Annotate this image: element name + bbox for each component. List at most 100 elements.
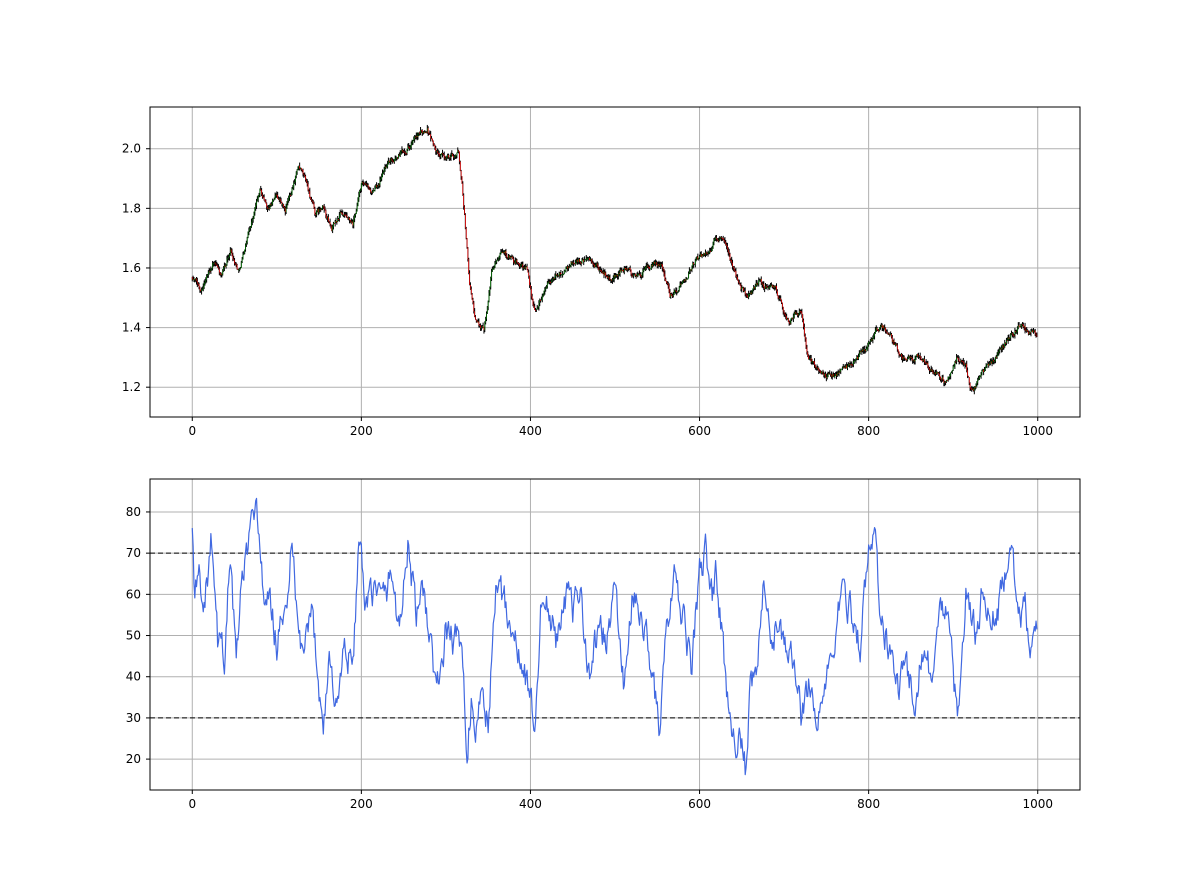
candle-body-down <box>434 144 436 148</box>
candle-body-up <box>683 280 684 282</box>
candle-body-up <box>774 285 776 288</box>
candle-body-down <box>369 189 371 191</box>
candle-body-up <box>587 258 589 260</box>
candle-body-down <box>268 208 270 210</box>
candle-body-up <box>585 259 586 261</box>
candle-body-down <box>962 360 963 362</box>
oscillator-y-tick-label: 70 <box>126 546 141 560</box>
candle-body-up <box>398 154 399 159</box>
candle-body-down <box>716 239 718 241</box>
candle-body-down <box>300 167 302 170</box>
candle-body-down <box>739 283 741 286</box>
candle-body-up <box>628 268 629 270</box>
candle-body-up <box>578 259 579 263</box>
candle-body-up <box>934 372 935 374</box>
candle-body-down <box>740 285 742 290</box>
candle-body-down <box>815 365 816 368</box>
candle-body-up <box>798 313 799 316</box>
candle-body-up <box>525 266 527 268</box>
candle-body-up <box>492 268 494 270</box>
candle-body-down <box>627 268 629 270</box>
candle-body-down <box>267 206 268 209</box>
oscillator-x-tick-label: 600 <box>688 797 711 811</box>
candle-body-up <box>709 250 711 253</box>
candle-body-down <box>442 153 443 155</box>
candle-body-up <box>999 349 1001 352</box>
candle-body-down <box>209 271 211 273</box>
candle-body-down <box>533 304 535 307</box>
candle-body-down <box>693 262 694 265</box>
candle-body-down <box>432 141 434 145</box>
candle-body-down <box>973 388 974 391</box>
candle-body-down <box>421 130 423 134</box>
candle-body-down <box>531 296 533 300</box>
candle-body-down <box>705 252 707 254</box>
candle-body-down <box>324 209 326 211</box>
candle-body-up <box>220 273 222 275</box>
candle-body-down <box>983 369 984 372</box>
candle-body-up <box>552 278 554 280</box>
candle-body-up <box>229 254 230 258</box>
candle-body-down <box>597 265 599 268</box>
candle-body-up <box>581 259 583 264</box>
candle-body-up <box>384 166 386 170</box>
candle-body-up <box>383 169 385 172</box>
candle-body-up <box>337 219 339 222</box>
candle-body-down <box>468 259 470 274</box>
candle-body-up <box>359 190 361 195</box>
candle-body-up <box>984 367 986 370</box>
candle-body-down <box>443 154 444 156</box>
candle-body-up <box>812 361 814 363</box>
candle-body-up <box>564 270 566 272</box>
oscillator-y-tick-label: 80 <box>126 505 141 519</box>
candle-body-down <box>428 132 430 134</box>
candle-body-down <box>761 282 763 285</box>
candle-body-up <box>637 273 639 277</box>
candle-body-up <box>882 325 884 328</box>
candle-body-up <box>488 292 490 302</box>
candle-body-down <box>340 212 342 214</box>
candle-body-down <box>308 190 310 192</box>
candle-body-up <box>944 381 946 383</box>
candle-body-down <box>579 261 581 263</box>
candle-body-up <box>982 369 984 372</box>
candle-body-down <box>808 355 809 360</box>
candle-body-up <box>1010 335 1012 338</box>
candle-body-down <box>345 214 347 216</box>
candle-body-up <box>960 360 962 362</box>
candle-body-down <box>214 262 216 264</box>
candle-body-down <box>1028 331 1029 335</box>
candle-body-up <box>401 149 403 152</box>
candle-body-down <box>341 212 343 214</box>
candle-body-up <box>254 208 256 213</box>
candle-body-down <box>743 287 744 291</box>
candle-body-up <box>509 256 511 258</box>
candle-body-down <box>299 165 300 169</box>
candle-body-down <box>404 152 406 154</box>
candle-body-down <box>218 269 220 273</box>
candle-body-up <box>873 336 875 339</box>
candle-body-down <box>648 266 650 268</box>
candle-body-down <box>702 254 704 256</box>
candle-body-down <box>199 286 201 290</box>
candle-body-down <box>444 157 446 160</box>
candle-body-up <box>576 259 578 262</box>
candle-body-down <box>1035 333 1037 336</box>
candle-body-down <box>629 268 631 271</box>
candle-body-down <box>897 345 898 350</box>
candle-body-down <box>385 166 387 168</box>
candle-body-up <box>481 326 483 328</box>
candle-body-down <box>887 333 889 335</box>
candle-body-down <box>849 363 851 366</box>
candle-body-up <box>489 287 491 293</box>
candle-body-up <box>607 276 609 279</box>
candle-body-down <box>639 273 640 275</box>
candle-body-up <box>705 252 706 255</box>
candle-body-up <box>321 208 322 210</box>
candle-body-down <box>328 217 329 222</box>
candle-body-up <box>289 195 290 198</box>
candle-body-down <box>668 286 670 292</box>
candle-body-down <box>760 279 762 283</box>
candle-body-down <box>924 362 926 364</box>
candle-body-down <box>665 278 667 282</box>
